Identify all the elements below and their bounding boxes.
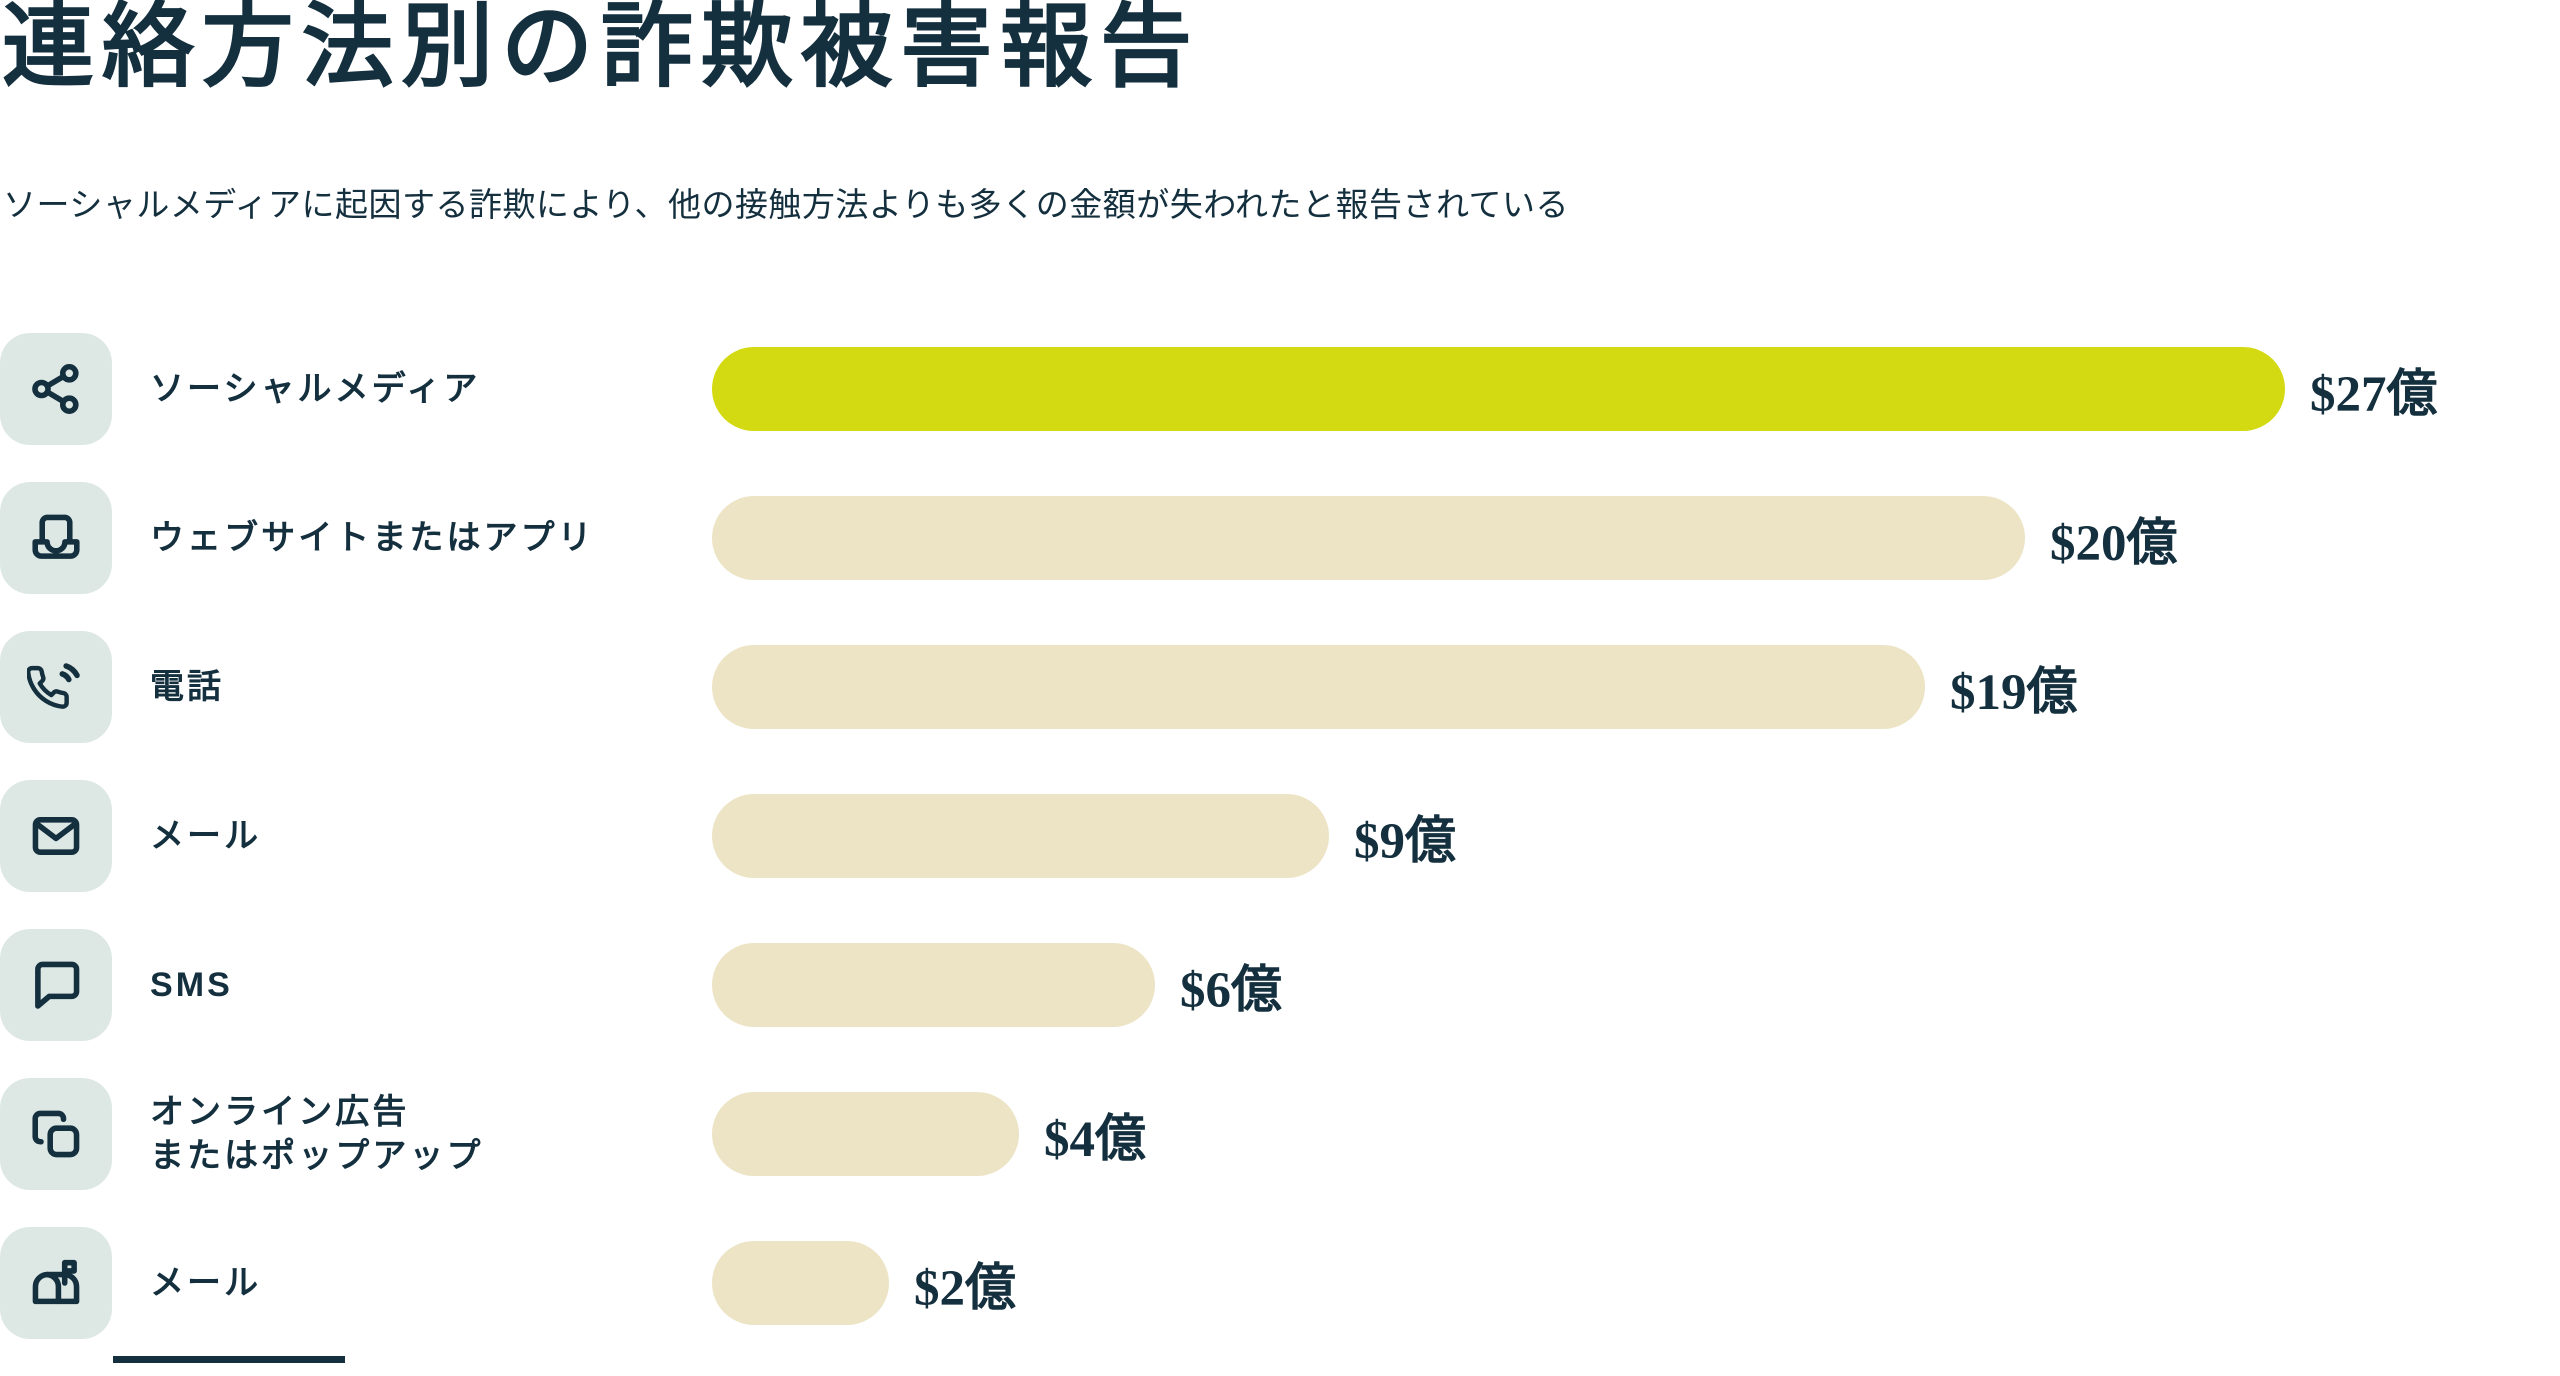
- category-label: メール: [150, 1264, 262, 1302]
- page-title: 連絡方法別の詐欺被害報告: [2, 0, 1200, 98]
- chart-row-phone: 電話 $19億: [0, 631, 2560, 743]
- chart-row-social-media: ソーシャルメディア $27億: [0, 333, 2560, 445]
- chart-row-website-or-app: ウェブサイトまたはアプリ $20億: [0, 482, 2560, 594]
- bar-social-media: [712, 347, 2285, 431]
- chart-row-online-ad-or-popup: オンライン広告 またはポップアップ $4億: [0, 1078, 2560, 1190]
- mailbox-icon: [32, 1259, 80, 1305]
- bar-chart: ソーシャルメディア $27億 ウェブサイトまたはアプリ $20億: [0, 333, 2560, 1376]
- bar-online-ad-or-popup: [712, 1092, 1019, 1176]
- icon-chip: [0, 1227, 112, 1339]
- value-label: $27億: [2310, 367, 2438, 423]
- category-label-line1: オンライン広告: [150, 1093, 410, 1131]
- icon-chip: [0, 482, 112, 594]
- bar-website-or-app: [712, 496, 2025, 580]
- value-label: $2億: [914, 1261, 1017, 1317]
- bar-sms: [712, 943, 1155, 1027]
- popup-windows-icon: [32, 1110, 80, 1158]
- envelope-icon: [32, 817, 80, 855]
- category-label: SMS: [150, 966, 233, 1004]
- share-icon: [32, 363, 79, 415]
- phone-call-icon: [27, 663, 80, 709]
- value-label: $9億: [1354, 814, 1457, 870]
- value-label: $20億: [2050, 516, 2178, 572]
- icon-chip: [0, 780, 112, 892]
- page-subtitle: ソーシャルメディアに起因する詐欺により、他の接触方法よりも多くの金額が失われたと…: [3, 186, 1570, 223]
- category-label: オンライン広告 またはポップアップ: [150, 1090, 712, 1178]
- icon-chip: [0, 631, 112, 743]
- chat-bubble-icon: [35, 961, 80, 1009]
- value-label: $19億: [1950, 665, 2078, 721]
- chart-row-email: メール $9億: [0, 780, 2560, 892]
- laptop-icon: [32, 514, 80, 559]
- category-label: 電話: [150, 668, 225, 706]
- icon-chip: [0, 929, 112, 1041]
- value-label: $4億: [1044, 1112, 1147, 1168]
- category-label: ウェブサイトまたはアプリ: [150, 519, 595, 557]
- bar-phone: [712, 645, 1925, 729]
- category-label-line2: またはポップアップ: [150, 1137, 484, 1175]
- value-label: $6億: [1180, 963, 1283, 1019]
- chart-row-postal-mail: メール $2億: [0, 1227, 2560, 1339]
- category-label: ソーシャルメディア: [150, 370, 481, 408]
- icon-chip: [0, 333, 112, 445]
- bar-postal-mail: [712, 1241, 889, 1325]
- chart-row-sms: SMS $6億: [0, 929, 2560, 1041]
- icon-chip: [0, 1078, 112, 1190]
- category-label: メール: [150, 817, 262, 855]
- bar-email: [712, 794, 1329, 878]
- cropped-footer-element: [113, 1356, 345, 1363]
